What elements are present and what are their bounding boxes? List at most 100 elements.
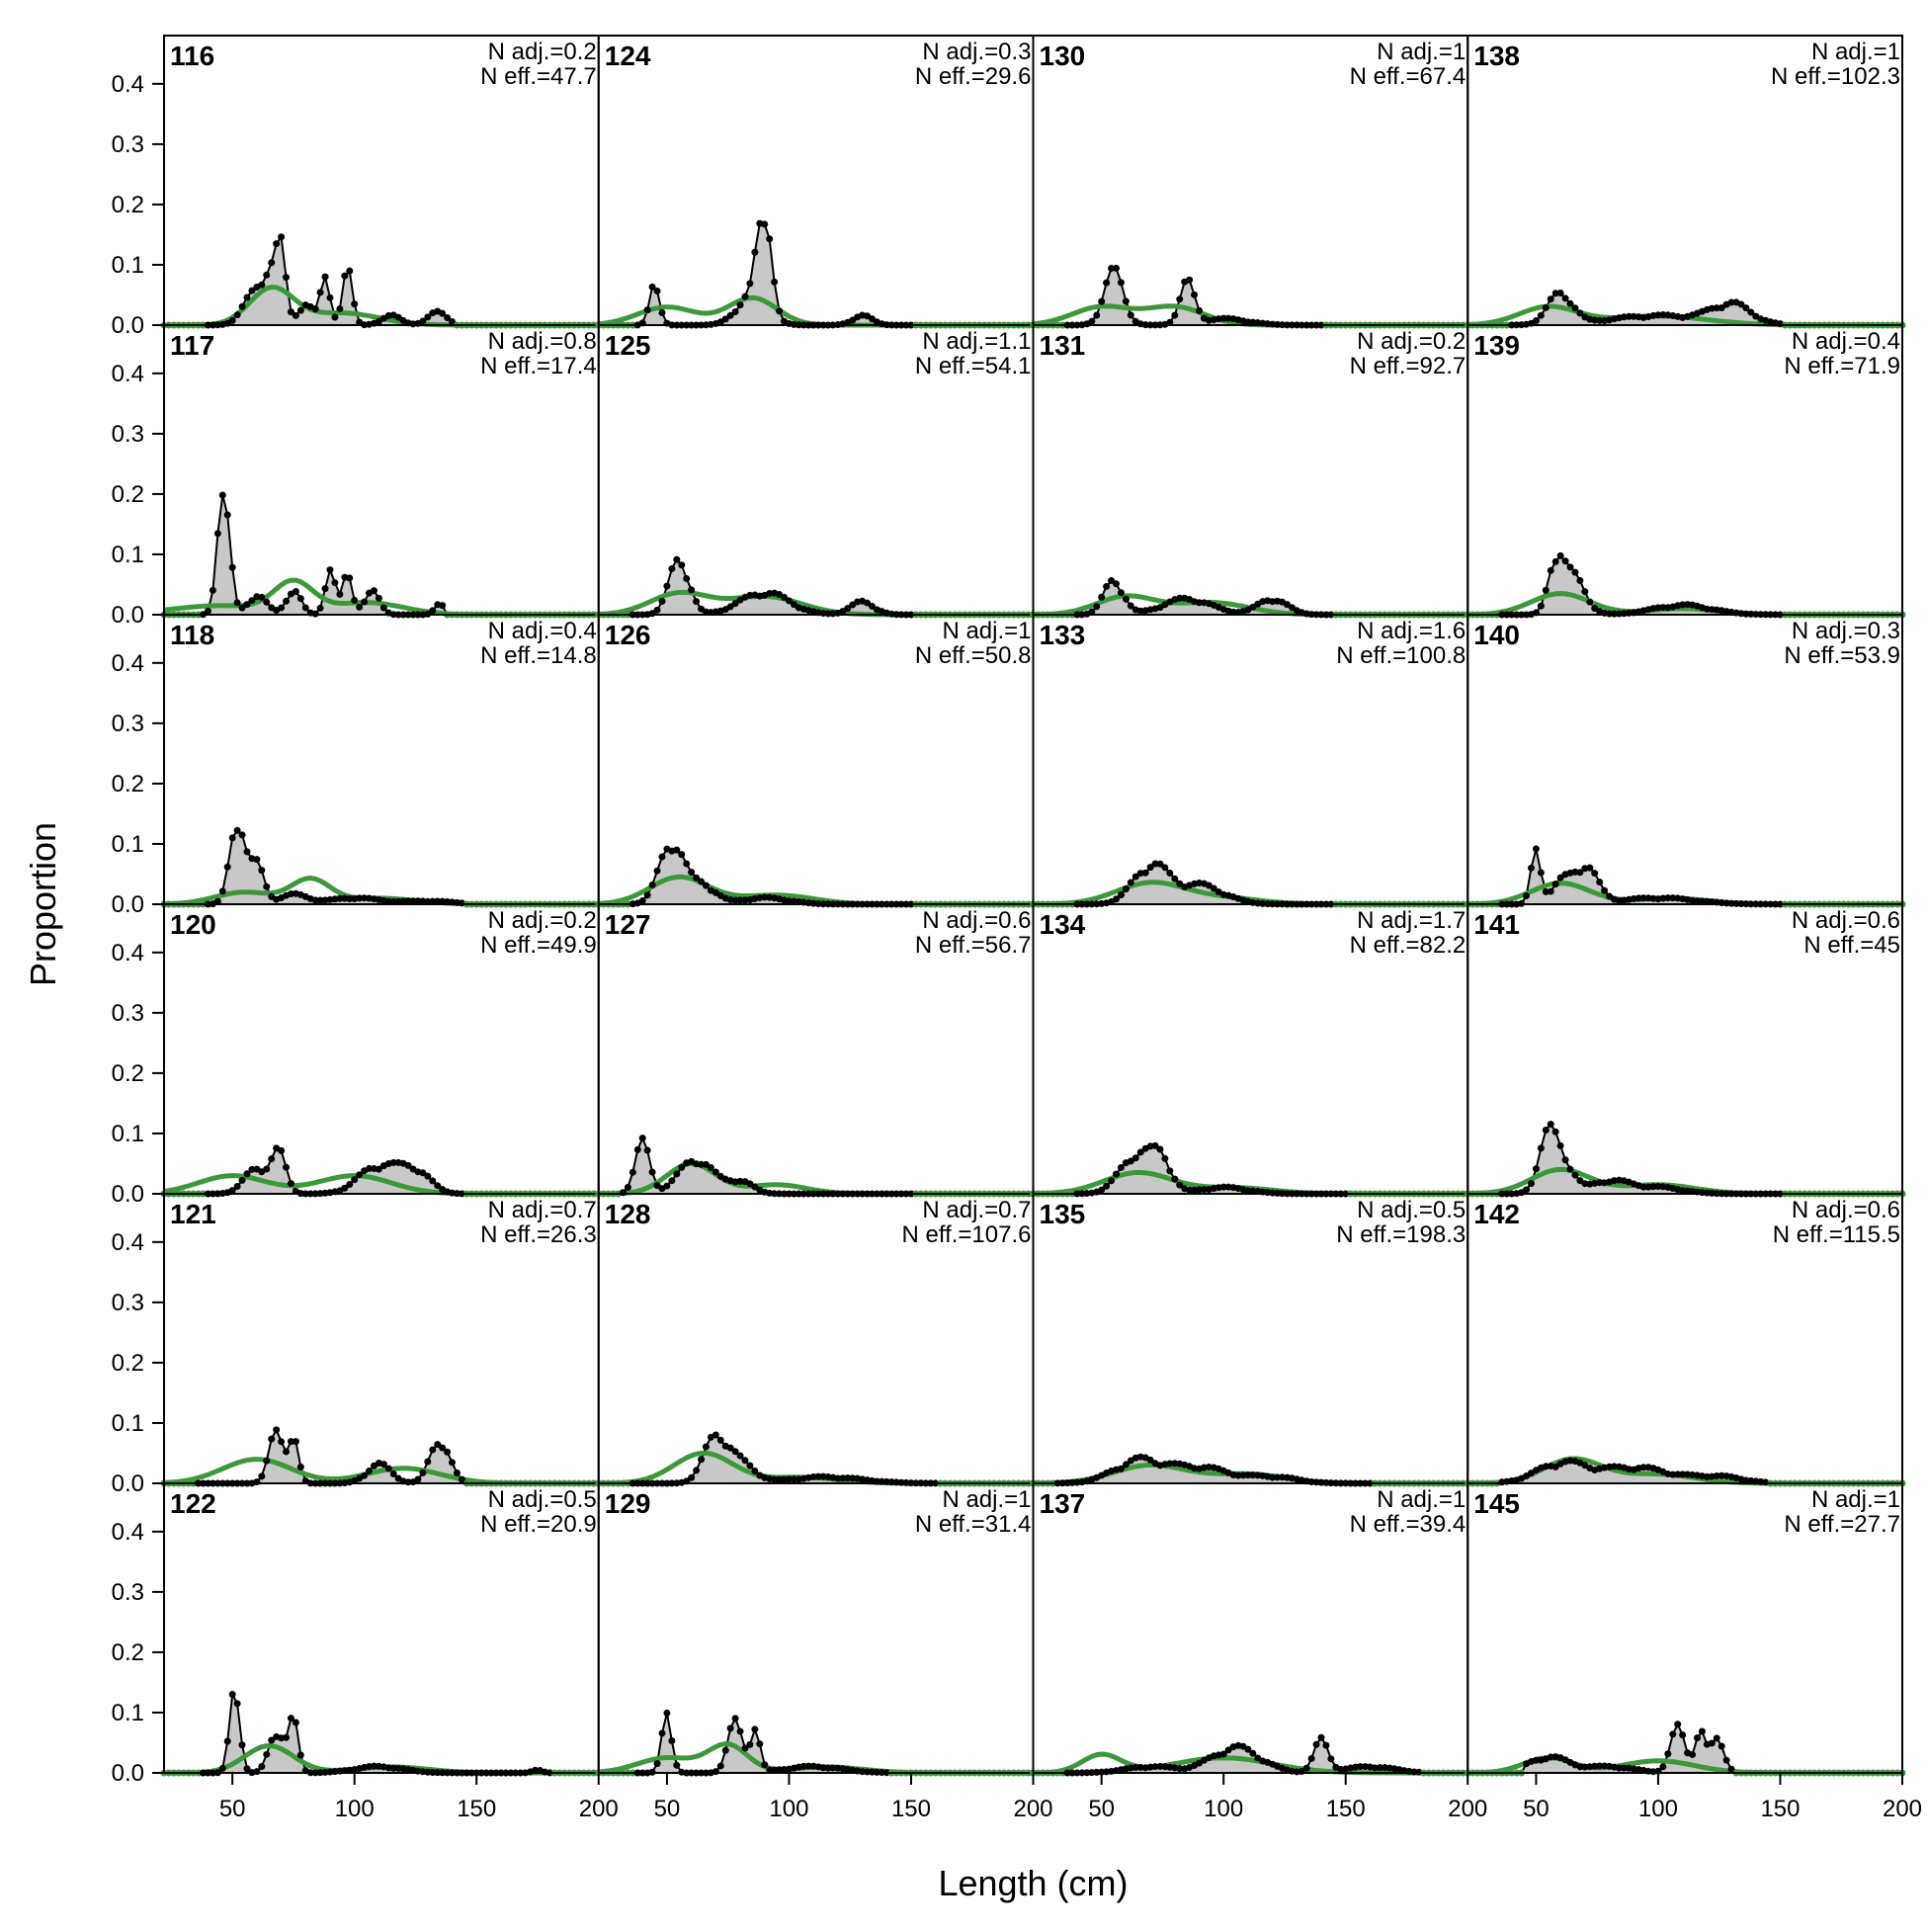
observed-point bbox=[1244, 318, 1252, 326]
observed-point bbox=[1639, 1464, 1647, 1471]
observed-point bbox=[1537, 1144, 1545, 1152]
observed-point bbox=[253, 1478, 261, 1486]
observed-point bbox=[731, 1448, 739, 1456]
panel-n-eff: N eff.=47.7 bbox=[480, 63, 597, 90]
panel-label: 124 bbox=[605, 41, 651, 71]
panel-n-eff: N eff.=49.9 bbox=[480, 932, 597, 959]
panel-n-eff: N eff.=45 bbox=[1803, 932, 1900, 959]
observed-point bbox=[707, 1163, 714, 1171]
observed-point bbox=[1718, 1742, 1725, 1750]
x-tick-label: 150 bbox=[1326, 1796, 1366, 1822]
panel-n-adj: N adj.=1 bbox=[1811, 39, 1900, 65]
observed-point bbox=[781, 593, 789, 601]
observed-point bbox=[1581, 588, 1589, 596]
observed-point bbox=[1556, 289, 1564, 296]
observed-point bbox=[766, 235, 774, 243]
observed-point bbox=[458, 1475, 465, 1483]
panel-134: 134 N adj.=1.7N eff.=82.2 bbox=[1030, 903, 1471, 1198]
observed-point bbox=[283, 597, 291, 605]
observed-area bbox=[598, 559, 1034, 615]
panel-n-adj: N adj.=0.6 bbox=[1792, 1197, 1900, 1223]
panel-label: 138 bbox=[1473, 41, 1520, 71]
observed-point bbox=[746, 1462, 754, 1470]
observed-point bbox=[1679, 601, 1687, 609]
observed-point bbox=[273, 1426, 281, 1434]
observed-point bbox=[404, 897, 412, 905]
observed-area bbox=[164, 830, 599, 904]
observed-point bbox=[1547, 887, 1554, 895]
observed-point bbox=[311, 896, 319, 904]
observed-point bbox=[1634, 894, 1642, 902]
observed-point bbox=[316, 289, 324, 296]
panel-129: 129 N adj.=1N eff.=31.4 bbox=[595, 1482, 1037, 1777]
observed-point bbox=[1234, 1471, 1242, 1479]
observed-point bbox=[331, 313, 339, 321]
observed-point bbox=[1357, 1763, 1365, 1771]
observed-point bbox=[726, 1444, 734, 1452]
panel-label: 128 bbox=[605, 1199, 651, 1229]
observed-point bbox=[643, 306, 651, 314]
observed-point bbox=[693, 874, 701, 882]
observed-point bbox=[673, 1170, 681, 1178]
observed-point bbox=[1098, 1186, 1106, 1194]
observed-point bbox=[1103, 1182, 1111, 1190]
observed-point bbox=[419, 317, 427, 325]
observed-point bbox=[370, 1762, 377, 1770]
observed-point bbox=[1219, 1750, 1227, 1758]
observed-point bbox=[439, 897, 447, 905]
observed-point bbox=[341, 272, 349, 280]
observed-point bbox=[668, 1737, 676, 1745]
observed-point bbox=[1669, 1470, 1677, 1478]
y-axis-title: Proportion bbox=[23, 822, 63, 986]
observed-point bbox=[1591, 316, 1599, 324]
observed-point bbox=[273, 240, 281, 248]
observed-point bbox=[1122, 297, 1130, 305]
observed-point bbox=[263, 1750, 271, 1758]
observed-point bbox=[1108, 265, 1116, 273]
observed-point bbox=[341, 894, 349, 902]
panel-n-adj: N adj.=0.6 bbox=[922, 907, 1031, 934]
observed-point bbox=[776, 307, 784, 315]
panel-135: 135 N adj.=0.5N eff.=198.3 bbox=[1030, 1193, 1471, 1487]
observed-point bbox=[731, 896, 739, 904]
observed-point bbox=[1664, 1750, 1672, 1758]
y-tick-label: 0.0 bbox=[112, 602, 144, 629]
observed-point bbox=[844, 605, 852, 613]
observed-point bbox=[1127, 602, 1134, 610]
observed-point bbox=[693, 1467, 701, 1474]
observed-point bbox=[453, 1470, 461, 1477]
panel-117: 117 N adj.=0.8N eff.=17.4 bbox=[160, 324, 603, 619]
observed-point bbox=[1239, 1471, 1247, 1479]
observed-point bbox=[356, 603, 364, 611]
observed-point bbox=[1136, 870, 1144, 878]
observed-point bbox=[1122, 1461, 1130, 1469]
observed-point bbox=[243, 601, 251, 609]
observed-point bbox=[258, 281, 266, 289]
observed-point bbox=[1151, 1763, 1159, 1771]
panel-n-adj: N adj.=0.2 bbox=[1357, 328, 1466, 355]
observed-point bbox=[741, 896, 749, 904]
observed-point bbox=[785, 1475, 793, 1483]
observed-point bbox=[868, 603, 876, 611]
observed-point bbox=[287, 308, 294, 316]
y-tick-label: 0.3 bbox=[112, 1000, 144, 1027]
observed-point bbox=[633, 1145, 641, 1153]
observed-point bbox=[1327, 1755, 1335, 1763]
panel-n-eff: N eff.=71.9 bbox=[1784, 353, 1900, 379]
observed-point bbox=[1136, 1148, 1144, 1156]
observed-point bbox=[366, 1467, 374, 1474]
observed-point bbox=[1117, 589, 1125, 597]
x-tick-label: 200 bbox=[1013, 1796, 1052, 1822]
panel-n-adj: N adj.=0.8 bbox=[488, 328, 597, 355]
observed-point bbox=[233, 311, 241, 319]
x-tick-label: 150 bbox=[1760, 1796, 1800, 1822]
observed-point bbox=[429, 607, 437, 615]
observed-point bbox=[384, 897, 392, 905]
observed-point bbox=[736, 1452, 744, 1460]
observed-point bbox=[678, 851, 686, 859]
observed-point bbox=[1117, 1163, 1125, 1171]
observed-point bbox=[1693, 897, 1701, 905]
observed-point bbox=[233, 599, 241, 607]
observed-point bbox=[731, 307, 739, 315]
observed-point bbox=[1542, 887, 1550, 895]
